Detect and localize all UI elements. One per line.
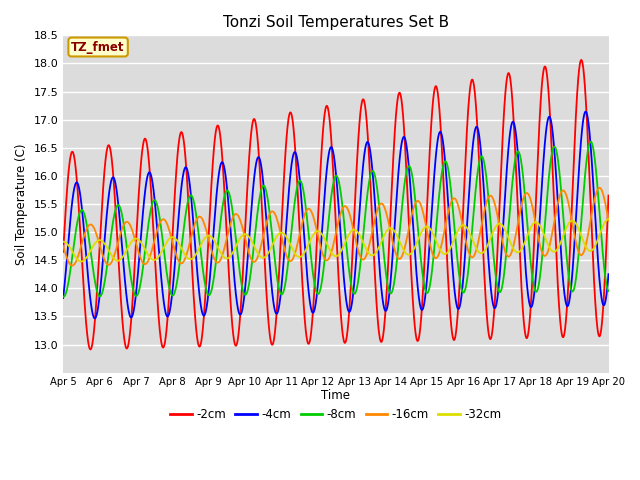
-2cm [154,304,162,310]
-32cm [154,255,162,261]
Title: Tonzi Soil Temperatures Set B: Tonzi Soil Temperatures Set B [223,15,449,30]
-4cm [269,292,276,298]
-32cm [536,222,543,228]
-4cm [582,109,589,115]
-16cm [269,208,276,214]
Y-axis label: Soil Temperature (C): Soil Temperature (C) [15,143,28,265]
-32cm [122,249,129,255]
-8cm [154,205,162,211]
-8cm [269,236,276,241]
-2cm [292,161,300,167]
-2cm [122,343,129,349]
-8cm [122,235,129,240]
-32cm [292,252,300,258]
Legend: -2cm, -4cm, -8cm, -16cm, -32cm: -2cm, -4cm, -8cm, -16cm, -32cm [166,403,506,426]
-8cm [292,190,300,195]
-2cm [595,330,602,336]
-16cm [68,263,76,268]
-8cm [536,279,543,285]
-2cm [536,124,543,130]
-16cm [154,225,162,231]
-2cm [60,249,67,255]
-4cm [122,284,129,289]
-2cm [269,342,276,348]
-16cm [605,218,612,224]
-16cm [60,243,67,249]
-2cm [86,347,94,352]
-32cm [77,259,85,264]
Line: -16cm: -16cm [63,188,609,265]
-4cm [292,151,300,157]
-16cm [536,239,543,245]
-8cm [60,294,67,300]
-16cm [594,186,602,192]
Line: -4cm: -4cm [63,112,609,318]
X-axis label: Time: Time [321,389,350,402]
-4cm [605,271,612,277]
-4cm [154,235,162,240]
Line: -8cm: -8cm [63,142,609,297]
-4cm [595,260,602,265]
-16cm [596,185,604,191]
-4cm [91,315,99,321]
Line: -2cm: -2cm [63,60,609,349]
-32cm [605,216,612,222]
-8cm [60,294,67,300]
-32cm [60,239,67,244]
-16cm [292,247,300,252]
-4cm [536,225,543,230]
-8cm [605,288,612,294]
-16cm [122,219,129,225]
-2cm [577,57,585,63]
-4cm [60,295,67,301]
-8cm [595,192,602,198]
-8cm [587,139,595,144]
Text: TZ_fmet: TZ_fmet [71,40,125,53]
-2cm [605,192,612,198]
-32cm [594,236,602,242]
Line: -32cm: -32cm [63,219,609,262]
-32cm [269,242,276,248]
